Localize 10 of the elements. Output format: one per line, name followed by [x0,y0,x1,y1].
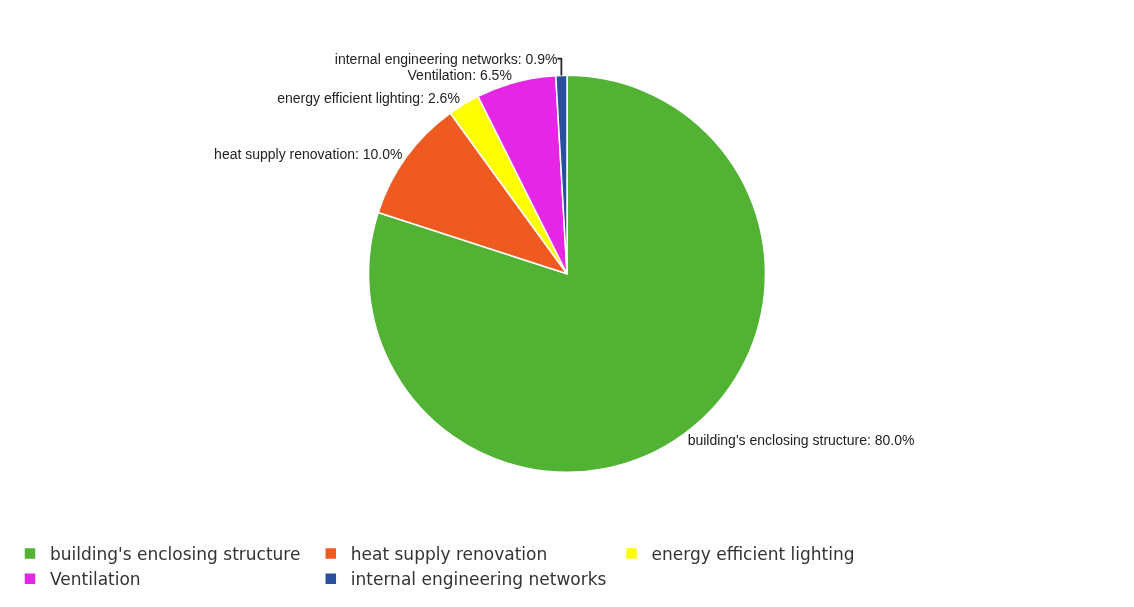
legend-label: internal engineering networks [350,569,607,590]
legend-label: building's enclosing structure [50,544,301,565]
data-label: Ventilation: 6.5% [407,66,512,83]
data-label: energy efficient lighting: 2.6% [277,90,460,107]
data-label: internal engineering networks: 0.9% [334,50,558,67]
legend-label: heat supply renovation [350,544,548,565]
data-label: heat supply renovation: 10.0% [214,146,403,163]
legend-label: Ventilation [50,569,141,590]
legend-label: energy efficient lighting [651,544,855,565]
data-label: building's enclosing structure: 80.0% [687,431,915,448]
